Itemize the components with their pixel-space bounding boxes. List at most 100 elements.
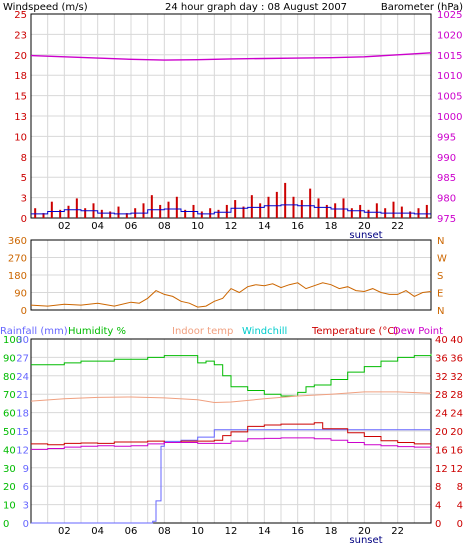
- sunset-label-top: sunset: [349, 230, 382, 241]
- th-x-tick: 12: [225, 526, 238, 537]
- windspeed-tick: 10: [14, 132, 27, 143]
- direction-compass-tick: E: [437, 289, 443, 300]
- humidity-tick: 50: [3, 427, 16, 438]
- wind-x-tick: 10: [191, 221, 204, 232]
- windspeed-tick: 18: [14, 71, 27, 82]
- wind-x-tick: 04: [91, 221, 104, 232]
- rainfall-tick: 3: [23, 501, 29, 512]
- wind-x-tick: 06: [125, 221, 138, 232]
- legend-item: Humidity %: [68, 326, 126, 337]
- wind-x-tick: 18: [325, 221, 338, 232]
- windspeed-axis-label: Windspeed (m/s): [3, 2, 88, 13]
- direction-degree-tick: 360: [8, 236, 27, 247]
- barometer-line: [30, 52, 432, 61]
- th-x-tick: 10: [191, 526, 204, 537]
- wind-x-tick: 12: [225, 221, 238, 232]
- barometer-tick: 985: [437, 173, 456, 184]
- rainfall-tick: 6: [23, 482, 29, 493]
- rainfall-tick: 18: [16, 409, 29, 420]
- dew-point-tick: 8: [457, 482, 463, 493]
- wind-average-line: [31, 204, 431, 215]
- temp-humidity-legend: Rainfall (mm) Humidity % Indoor temp Windch…: [0, 326, 443, 337]
- th-x-tick: 06: [125, 526, 138, 537]
- th-x-tick: 16: [291, 526, 304, 537]
- th-frame: [30, 338, 432, 524]
- dew-point-tick: 0: [457, 519, 463, 530]
- humidity-tick: 10: [3, 501, 16, 512]
- humidity-tick: 40: [3, 445, 16, 456]
- dir-frame: [30, 239, 432, 311]
- barometer-tick: 980: [437, 194, 456, 205]
- barometer-tick: 1020: [437, 30, 462, 41]
- direction-degree-tick: 0: [21, 306, 27, 317]
- dew-point-tick: 16: [450, 445, 463, 456]
- th-x-tick: 14: [258, 526, 271, 537]
- barometer-tick: 1015: [437, 51, 462, 62]
- graph-title: 24 hour graph day : 08 August 2007: [165, 2, 347, 13]
- wind-baro-panel: 02 04 06 08 10 12 14 16 18 20 22 0 3 5 8 10 13 15 18 20 23 25…: [14, 10, 462, 241]
- temperature-tick: 8: [435, 482, 441, 493]
- direction-compass-tick: N: [437, 236, 444, 247]
- dew-point-tick: 12: [450, 464, 463, 475]
- dew-point-tick: 24: [450, 409, 463, 420]
- wind-x-tick: 16: [291, 221, 304, 232]
- rainfall-tick: 27: [16, 353, 29, 364]
- dew-point-tick: 28: [450, 390, 463, 401]
- wind-x-tick: 14: [258, 221, 271, 232]
- windspeed-tick: 13: [14, 112, 27, 123]
- dew-point-tick: 20: [450, 427, 463, 438]
- barometer-tick: 1010: [437, 71, 462, 82]
- barometer-tick: 975: [437, 214, 456, 225]
- humidity-tick: 70: [3, 390, 16, 401]
- temperature-tick: 20: [435, 427, 448, 438]
- barometer-tick: 1005: [437, 92, 462, 103]
- th-x-tick: 18: [325, 526, 338, 537]
- windspeed-tick: 0: [21, 214, 27, 225]
- windspeed-tick: 23: [14, 30, 27, 41]
- dew-point-tick: 4: [457, 501, 463, 512]
- windspeed-tick: 8: [21, 153, 27, 164]
- temperature-tick: 40: [435, 335, 448, 346]
- temperature-line: [31, 422, 431, 446]
- th-x-tick: 04: [91, 526, 104, 537]
- temp-humidity-panel: 02 04 06 08 10 12 14 16 18 20 22010203040506070809…: [3, 335, 463, 546]
- humidity-tick: 90: [3, 353, 16, 364]
- humidity-tick: 0: [3, 519, 9, 530]
- th-x-tick: 02: [58, 526, 71, 537]
- wind-x-tick: 08: [158, 221, 171, 232]
- wind-x-tick: 20: [358, 221, 371, 232]
- wind-frame: [30, 13, 432, 219]
- temperature-tick: 4: [435, 501, 441, 512]
- rainfall-tick: 30: [16, 335, 29, 346]
- th-x-tick: 08: [158, 526, 171, 537]
- rainfall-tick: 15: [16, 427, 29, 438]
- indoor-temp-line: [30, 391, 432, 404]
- dew-point-tick: 40: [450, 335, 463, 346]
- th-x-tick: 22: [391, 526, 404, 537]
- th-x-tick: 20: [358, 526, 371, 537]
- direction-compass-tick: N: [437, 306, 444, 317]
- windspeed-tick: 15: [14, 92, 27, 103]
- temperature-tick: 16: [435, 445, 448, 456]
- temperature-tick: 32: [435, 372, 448, 383]
- sunset-label-bottom: sunset: [349, 535, 382, 546]
- legend-item: Rainfall (mm): [0, 326, 68, 337]
- temperature-tick: 24: [435, 409, 448, 420]
- rainfall-tick: 21: [16, 390, 29, 401]
- temperature-tick: 0: [435, 519, 441, 530]
- rainfall-tick: 0: [23, 519, 29, 530]
- barometer-tick: 1000: [437, 112, 462, 123]
- humidity-tick: 20: [3, 482, 16, 493]
- humidity-tick: 30: [3, 464, 16, 475]
- direction-degree-tick: 270: [8, 254, 27, 265]
- windspeed-tick: 5: [21, 173, 27, 184]
- rainfall-tick: 24: [16, 372, 29, 383]
- barometer-tick: 995: [437, 132, 456, 143]
- wind-x-tick: 02: [58, 221, 71, 232]
- direction-compass-tick: S: [437, 271, 443, 282]
- legend-item: Windchill: [242, 326, 287, 337]
- direction-compass-tick: W: [437, 254, 447, 265]
- barometer-tick: 1025: [437, 10, 462, 21]
- direction-degree-tick: 90: [14, 289, 27, 300]
